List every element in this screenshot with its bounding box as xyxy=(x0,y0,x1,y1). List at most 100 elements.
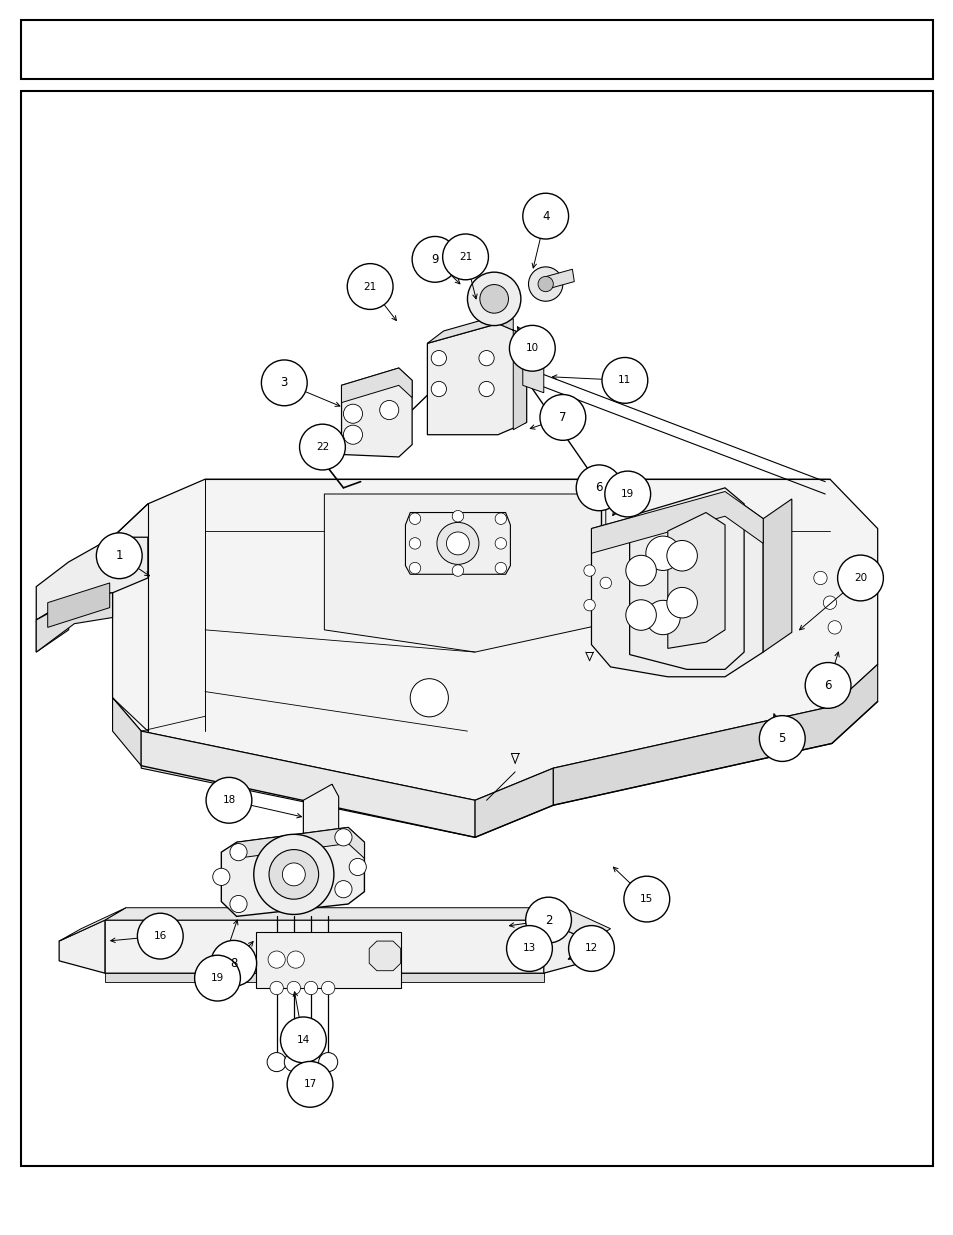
Circle shape xyxy=(495,537,506,550)
Polygon shape xyxy=(341,368,412,457)
Circle shape xyxy=(321,982,335,994)
Polygon shape xyxy=(112,698,141,766)
Polygon shape xyxy=(629,488,743,669)
Circle shape xyxy=(287,951,304,968)
Circle shape xyxy=(827,621,841,634)
Polygon shape xyxy=(497,319,526,430)
Text: 8: 8 xyxy=(230,957,237,969)
Circle shape xyxy=(467,272,520,326)
Circle shape xyxy=(604,471,650,517)
Circle shape xyxy=(409,537,420,550)
Circle shape xyxy=(343,425,362,445)
Circle shape xyxy=(284,1052,303,1072)
Circle shape xyxy=(211,940,256,987)
Circle shape xyxy=(213,868,230,885)
Text: 19: 19 xyxy=(211,973,224,983)
Bar xyxy=(21,91,932,1166)
Circle shape xyxy=(343,404,362,424)
Polygon shape xyxy=(255,932,400,988)
Circle shape xyxy=(528,267,562,301)
Polygon shape xyxy=(591,492,762,553)
Circle shape xyxy=(431,382,446,396)
Circle shape xyxy=(509,325,555,372)
Circle shape xyxy=(452,564,463,577)
Circle shape xyxy=(194,955,240,1002)
Circle shape xyxy=(261,359,307,406)
Circle shape xyxy=(625,556,656,585)
Polygon shape xyxy=(221,827,364,916)
Text: 3: 3 xyxy=(280,377,288,389)
Circle shape xyxy=(287,1061,333,1108)
Polygon shape xyxy=(427,324,526,435)
Circle shape xyxy=(267,1052,286,1072)
Polygon shape xyxy=(36,593,112,652)
Polygon shape xyxy=(545,269,574,289)
Text: 2: 2 xyxy=(544,914,552,926)
Polygon shape xyxy=(522,348,543,393)
Polygon shape xyxy=(475,768,553,837)
Circle shape xyxy=(230,844,247,861)
Text: 20: 20 xyxy=(853,573,866,583)
Circle shape xyxy=(371,951,388,968)
Circle shape xyxy=(539,394,585,441)
Circle shape xyxy=(335,829,352,846)
Circle shape xyxy=(431,351,446,366)
Text: 19: 19 xyxy=(620,489,634,499)
Circle shape xyxy=(436,522,478,564)
Circle shape xyxy=(282,863,305,885)
Circle shape xyxy=(446,532,469,555)
Circle shape xyxy=(525,897,571,944)
Circle shape xyxy=(410,679,448,716)
Text: 9: 9 xyxy=(431,253,438,266)
Polygon shape xyxy=(667,513,724,648)
Text: 11: 11 xyxy=(618,375,631,385)
Polygon shape xyxy=(105,920,564,973)
Polygon shape xyxy=(59,908,126,941)
Circle shape xyxy=(96,532,142,579)
Circle shape xyxy=(623,876,669,923)
Circle shape xyxy=(349,858,366,876)
Circle shape xyxy=(479,284,508,314)
Polygon shape xyxy=(105,973,543,982)
Polygon shape xyxy=(405,513,510,574)
Polygon shape xyxy=(543,908,610,941)
Text: 17: 17 xyxy=(303,1079,316,1089)
Text: 6: 6 xyxy=(823,679,831,692)
Circle shape xyxy=(409,513,420,525)
Circle shape xyxy=(537,277,553,291)
Circle shape xyxy=(666,541,697,571)
Circle shape xyxy=(837,555,882,601)
Polygon shape xyxy=(762,499,791,652)
Polygon shape xyxy=(36,603,69,652)
Text: 4: 4 xyxy=(541,210,549,222)
Circle shape xyxy=(568,925,614,972)
Circle shape xyxy=(452,510,463,522)
Polygon shape xyxy=(48,583,110,627)
Polygon shape xyxy=(543,920,589,973)
Text: 21: 21 xyxy=(363,282,376,291)
Text: 10: 10 xyxy=(525,343,538,353)
Circle shape xyxy=(495,562,506,574)
Circle shape xyxy=(304,982,317,994)
Circle shape xyxy=(137,913,183,960)
Polygon shape xyxy=(36,537,148,620)
Circle shape xyxy=(478,351,494,366)
Text: 16: 16 xyxy=(153,931,167,941)
Polygon shape xyxy=(341,368,412,403)
Polygon shape xyxy=(141,731,475,837)
Circle shape xyxy=(280,1016,326,1063)
Text: 21: 21 xyxy=(458,252,472,262)
Circle shape xyxy=(495,513,506,525)
Circle shape xyxy=(335,881,352,898)
Polygon shape xyxy=(591,492,762,677)
Circle shape xyxy=(301,1052,320,1072)
Circle shape xyxy=(645,600,679,635)
Circle shape xyxy=(379,400,398,420)
Circle shape xyxy=(666,588,697,618)
Circle shape xyxy=(522,193,568,240)
Polygon shape xyxy=(112,479,877,800)
Text: 13: 13 xyxy=(522,944,536,953)
Text: 1: 1 xyxy=(115,550,123,562)
Polygon shape xyxy=(369,941,400,971)
Circle shape xyxy=(269,850,318,899)
